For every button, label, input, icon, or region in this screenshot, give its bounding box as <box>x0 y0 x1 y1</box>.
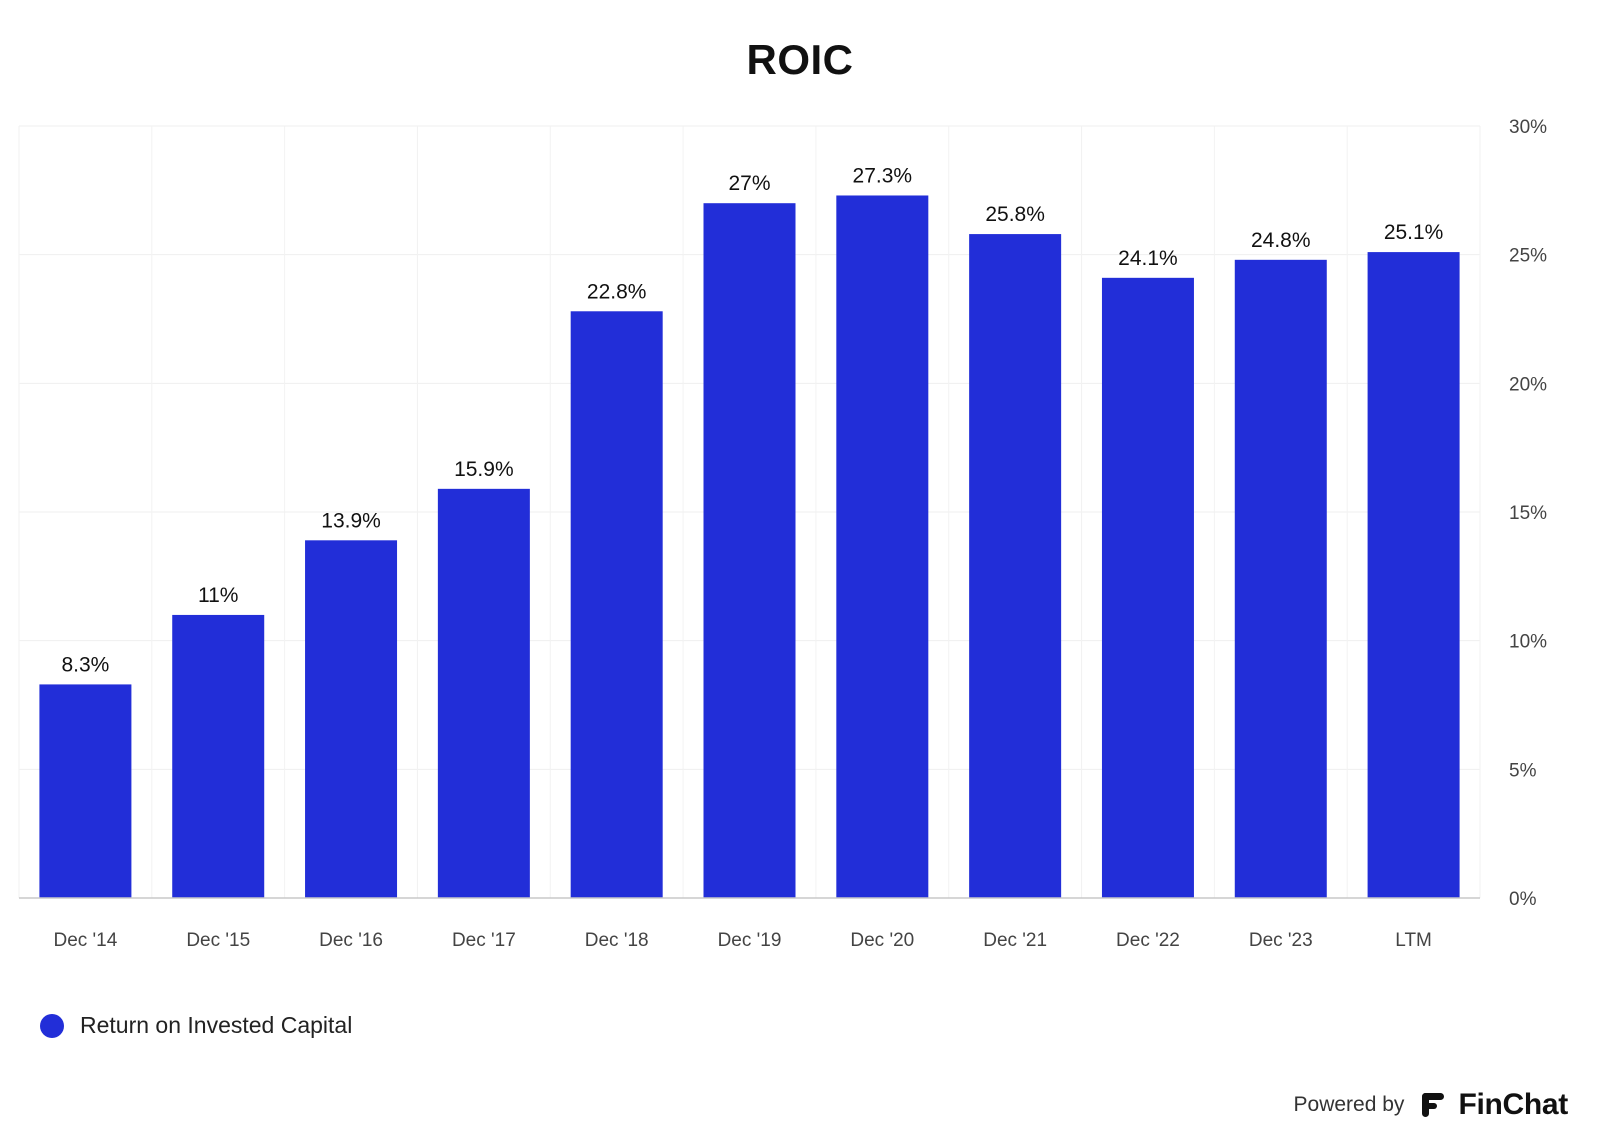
y-tick-label: 25% <box>1509 246 1547 267</box>
bar[interactable] <box>39 684 132 898</box>
data-labels: 8.3% 11% 13.9% 15.9% 22.8% 27% 27.3% 25.8% 24.1%… <box>61 164 1443 676</box>
powered-by-finchat[interactable]: Powered by FinChat <box>1293 1088 1569 1122</box>
y-tick-label: 5% <box>1509 760 1537 781</box>
legend-label: Return on Invested Capital <box>80 1012 353 1038</box>
bar[interactable] <box>836 195 929 899</box>
bar[interactable] <box>1234 259 1327 898</box>
y-tick-label: 20% <box>1509 374 1547 395</box>
bar[interactable] <box>969 234 1062 898</box>
x-tick-label: Dec '18 <box>585 930 649 951</box>
x-tick-label: Dec '16 <box>319 930 383 951</box>
data-label: 8.3% <box>61 653 109 676</box>
bar[interactable] <box>1101 277 1194 898</box>
x-tick-label: Dec '22 <box>1116 930 1180 951</box>
x-axis: Dec '14 Dec '15 Dec '16 Dec '17 Dec '18 Dec '… <box>19 897 1480 951</box>
y-tick-label: 0% <box>1509 889 1537 910</box>
y-tick-label: 15% <box>1509 503 1547 524</box>
x-tick-label: Dec '14 <box>53 930 117 951</box>
data-label: 25.1% <box>1384 221 1444 244</box>
x-tick-label: Dec '17 <box>452 930 516 951</box>
x-tick-label: Dec '15 <box>186 930 250 951</box>
bar[interactable] <box>1367 252 1460 899</box>
data-label: 24.1% <box>1118 247 1178 270</box>
x-tick-label: Dec '21 <box>983 930 1047 951</box>
bar[interactable] <box>437 488 530 898</box>
data-label: 24.8% <box>1251 229 1311 252</box>
legend[interactable]: Return on Invested Capital <box>40 1012 352 1039</box>
data-label: 13.9% <box>321 509 381 532</box>
powered-by-text: Powered by <box>1293 1093 1405 1116</box>
data-label: 11% <box>198 584 238 607</box>
data-label: 27% <box>728 172 770 195</box>
legend-swatch <box>40 1013 64 1038</box>
bar[interactable] <box>305 540 398 898</box>
data-label: 22.8% <box>587 280 647 303</box>
data-label: 15.9% <box>454 458 514 481</box>
x-tick-label: Dec '19 <box>718 930 782 951</box>
finchat-logo-icon <box>1422 1093 1445 1117</box>
y-tick-label: 10% <box>1509 632 1547 653</box>
chart-title: ROIC <box>746 36 854 83</box>
bars <box>39 195 1460 899</box>
y-axis: 0% 5% 10% 15% 20% 25% 30% <box>1509 117 1547 910</box>
roic-bar-chart: 8.3% 11% 13.9% 15.9% 22.8% 27% 27.3% 25.8% 24.1%… <box>18 117 1547 951</box>
finchat-brand-name: FinChat <box>1458 1088 1568 1121</box>
bar[interactable] <box>172 614 265 898</box>
bar[interactable] <box>570 311 663 898</box>
bar[interactable] <box>703 203 796 898</box>
y-tick-label: 30% <box>1509 117 1547 138</box>
data-label: 25.8% <box>985 203 1045 226</box>
data-label: 27.3% <box>853 164 913 187</box>
x-tick-label: LTM <box>1395 930 1432 951</box>
x-tick-label: Dec '20 <box>850 930 914 951</box>
x-tick-label: Dec '23 <box>1249 930 1313 951</box>
